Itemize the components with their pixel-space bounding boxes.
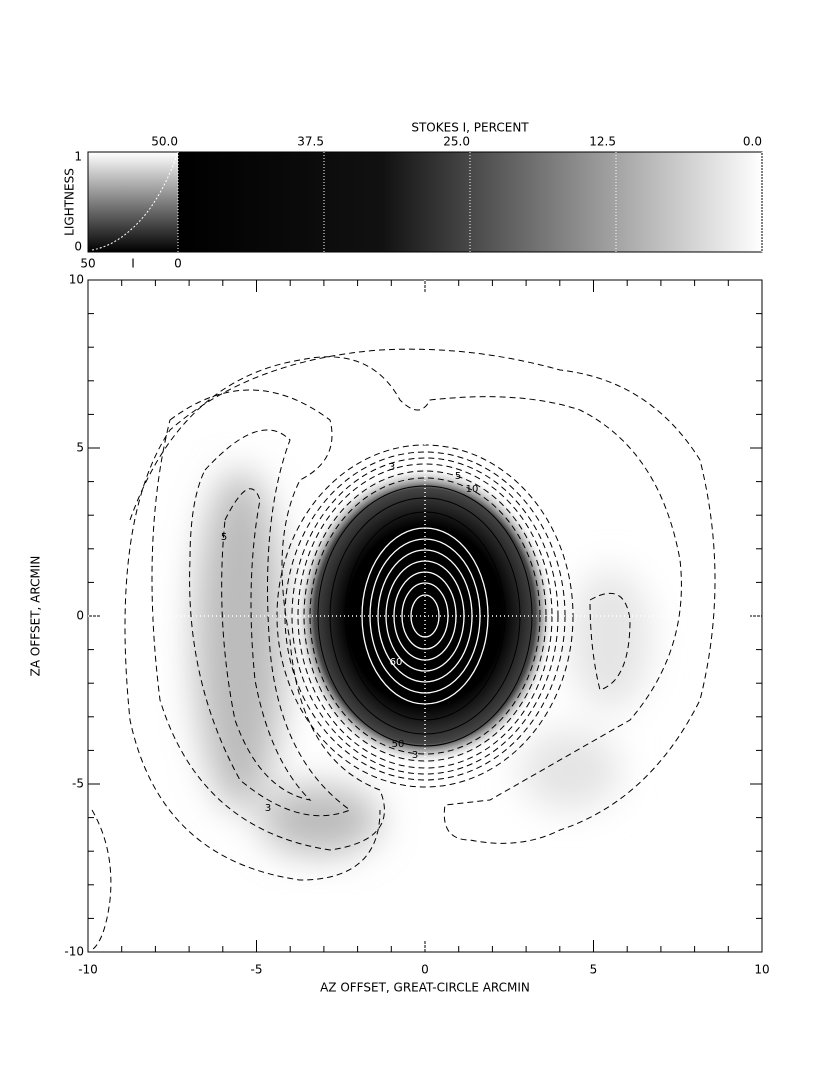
lightness-x-label: 0 — [174, 257, 182, 271]
lightness-ramp — [88, 152, 178, 252]
contour-label: 5 — [455, 471, 461, 482]
lightness-x-label: I — [131, 257, 135, 271]
y-tick-label: 10 — [69, 273, 84, 287]
contour-label: 5 — [221, 532, 227, 543]
colorbar-tick-label: 25.0 — [443, 135, 470, 149]
colorbar-frame — [87, 151, 763, 253]
image — [91, 348, 716, 951]
contour-label: 3 — [389, 462, 395, 473]
colorbar-tick-label: 50.0 — [151, 135, 178, 149]
x-tick-label: -10 — [78, 963, 98, 977]
contour-label: 10 — [466, 484, 479, 495]
x-tick-label: 0 — [421, 963, 429, 977]
y-tick-label: -10 — [64, 945, 84, 959]
colorbar-tick-label: 37.5 — [297, 135, 324, 149]
sidelobes — [195, 470, 650, 855]
colorbar-tick-label: 12.5 — [589, 135, 616, 149]
lightness-x-label: 50 — [80, 257, 95, 271]
contour-label: 3 — [265, 803, 271, 814]
colorbar-label: STOKES I, PERCENT — [411, 121, 529, 135]
x-tick-label: 10 — [754, 963, 769, 977]
y-axis-label: ZA OFFSET, ARCMIN — [29, 556, 43, 677]
lightness-label: LIGHTNESS — [63, 168, 77, 236]
contour-label: 50 — [392, 739, 405, 750]
y-tick-label: 0 — [76, 609, 84, 623]
x-tick-label: 5 — [590, 963, 598, 977]
colorbar-tick-label: 0.0 — [743, 135, 762, 149]
contour-label: 3 — [412, 750, 418, 761]
lightness-tick-label: 0 — [74, 240, 82, 254]
x-tick-label: -5 — [251, 963, 263, 977]
lightness-tick-label: 1 — [74, 150, 82, 164]
lightness-curve — [91, 151, 179, 251]
contour-label: 60 — [390, 657, 403, 668]
y-tick-label: 5 — [76, 441, 84, 455]
colorbar — [178, 152, 762, 252]
y-tick-label: -5 — [72, 777, 84, 791]
x-axis-label: AZ OFFSET, GREAT-CIRCLE ARCMIN — [320, 981, 530, 995]
